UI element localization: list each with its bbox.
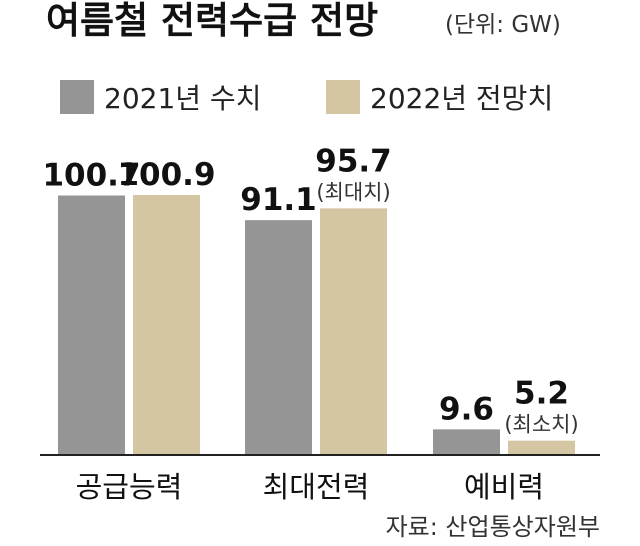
- source-label: 자료: 산업통상자원부: [386, 513, 600, 541]
- bar-reserve-2022: [508, 440, 575, 454]
- category-label-reserve: 예비력: [464, 470, 544, 504]
- bar-supply-2022: [133, 195, 200, 454]
- chart-title: 여름철 전력수급 전망: [46, 0, 378, 42]
- legend-swatch-2021: [60, 80, 94, 114]
- bar-supply-2021: [58, 195, 125, 455]
- legend-label-2021: 2021년 수치: [104, 82, 261, 115]
- category-label-peak: 최대전력: [263, 470, 370, 504]
- bars: [58, 195, 575, 455]
- note-label-peak: (최대치): [316, 180, 390, 204]
- value-label-reserve-2022: 5.2: [514, 376, 569, 412]
- legend-label-2022: 2022년 전망치: [370, 82, 553, 115]
- category-labels: 공급능력 최대전력 예비력: [76, 470, 544, 504]
- value-label-supply-2021: 100.7: [42, 158, 140, 194]
- bar-reserve-2021: [433, 429, 500, 454]
- value-label-supply-2022: 100.9: [117, 157, 215, 193]
- value-label-peak-2021: 91.1: [240, 182, 317, 218]
- note-label-reserve: (최소치): [504, 413, 578, 437]
- bar-peak-2022: [320, 208, 387, 454]
- category-label-supply: 공급능력: [76, 470, 183, 504]
- legend: 2021년 수치 2022년 전망치: [60, 80, 553, 115]
- legend-swatch-2022: [326, 80, 360, 114]
- unit-label: (단위: GW): [445, 12, 561, 38]
- bar-peak-2021: [245, 220, 312, 454]
- value-label-peak-2022: 95.7: [315, 143, 392, 179]
- value-label-reserve-2021: 9.6: [439, 391, 494, 427]
